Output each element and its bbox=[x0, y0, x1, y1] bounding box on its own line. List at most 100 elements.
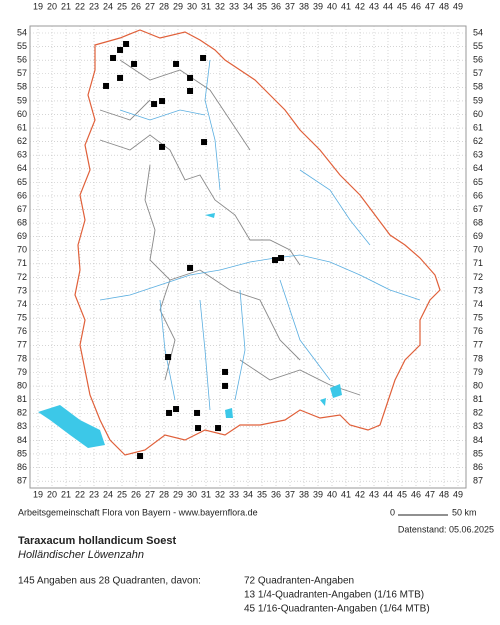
occurrence bbox=[110, 54, 117, 61]
x-label: 41 bbox=[341, 1, 351, 11]
y-label: 68 bbox=[473, 217, 483, 227]
y-label: 55 bbox=[473, 41, 483, 51]
x-label: 46 bbox=[411, 1, 421, 11]
y-label: 71 bbox=[473, 258, 483, 268]
y-label: 69 bbox=[473, 231, 483, 241]
y-label: 71 bbox=[17, 258, 27, 268]
occurrence bbox=[165, 354, 172, 361]
x-label: 21 bbox=[61, 489, 71, 499]
y-label: 65 bbox=[17, 177, 27, 187]
x-label: 25 bbox=[117, 1, 127, 11]
y-label: 82 bbox=[473, 408, 483, 418]
occurrence bbox=[166, 409, 173, 416]
y-label: 58 bbox=[473, 82, 483, 92]
x-label: 19 bbox=[33, 1, 43, 11]
x-label: 24 bbox=[103, 1, 113, 11]
x-label: 49 bbox=[453, 489, 463, 499]
x-label: 31 bbox=[201, 1, 211, 11]
occurrence bbox=[187, 264, 194, 271]
x-label: 36 bbox=[271, 1, 281, 11]
title: Taraxacum hollandicum Soest bbox=[18, 535, 176, 547]
y-label: 73 bbox=[17, 285, 27, 295]
y-label: 85 bbox=[473, 448, 483, 458]
y-label: 77 bbox=[17, 340, 27, 350]
y-label: 79 bbox=[473, 367, 483, 377]
y-label: 59 bbox=[17, 95, 27, 105]
x-label: 45 bbox=[397, 489, 407, 499]
y-label: 60 bbox=[473, 109, 483, 119]
occurrence bbox=[272, 257, 279, 264]
state-border bbox=[74, 29, 441, 456]
x-label: 47 bbox=[425, 1, 435, 11]
x-label: 39 bbox=[313, 1, 323, 11]
x-label: 23 bbox=[89, 489, 99, 499]
occurrence bbox=[117, 46, 124, 53]
date: Datenstand: 05.06.2025 bbox=[398, 524, 494, 534]
y-label: 86 bbox=[17, 462, 27, 472]
x-label: 46 bbox=[411, 489, 421, 499]
y-label: 64 bbox=[473, 163, 483, 173]
x-label: 21 bbox=[61, 1, 71, 11]
occurrence bbox=[151, 101, 158, 108]
occurrence bbox=[159, 143, 166, 150]
y-label: 81 bbox=[473, 394, 483, 404]
y-label: 75 bbox=[17, 313, 27, 323]
detail: 72 Quadranten-Angaben bbox=[244, 576, 354, 587]
x-label: 22 bbox=[75, 1, 85, 11]
y-label: 78 bbox=[17, 353, 27, 363]
x-label: 39 bbox=[313, 489, 323, 499]
occurrence bbox=[278, 255, 285, 262]
x-label: 34 bbox=[243, 1, 253, 11]
x-label: 20 bbox=[47, 1, 57, 11]
y-label: 79 bbox=[17, 367, 27, 377]
x-label: 19 bbox=[33, 489, 43, 499]
y-label: 57 bbox=[17, 68, 27, 78]
y-label: 66 bbox=[17, 190, 27, 200]
y-label: 58 bbox=[17, 82, 27, 92]
y-label: 62 bbox=[473, 136, 483, 146]
occurrence bbox=[173, 406, 180, 413]
y-label: 70 bbox=[17, 245, 27, 255]
y-label: 83 bbox=[17, 421, 27, 431]
y-label: 56 bbox=[473, 55, 483, 65]
scale-end: 50 km bbox=[452, 507, 477, 517]
y-label: 75 bbox=[473, 313, 483, 323]
x-label: 31 bbox=[201, 489, 211, 499]
x-label: 27 bbox=[145, 1, 155, 11]
occurrence bbox=[187, 87, 194, 94]
y-label: 66 bbox=[473, 190, 483, 200]
x-label: 32 bbox=[215, 489, 225, 499]
detail: 13 1/4-Quadranten-Angaben (1/16 MTB) bbox=[244, 590, 424, 601]
points bbox=[103, 40, 285, 460]
occurrence bbox=[194, 409, 201, 416]
occurrence bbox=[187, 74, 194, 81]
x-label: 29 bbox=[173, 1, 183, 11]
x-label: 44 bbox=[383, 489, 393, 499]
x-label: 45 bbox=[397, 1, 407, 11]
y-label: 67 bbox=[473, 204, 483, 214]
occurrence bbox=[215, 425, 222, 432]
y-label: 61 bbox=[17, 122, 27, 132]
occurrence bbox=[222, 382, 229, 389]
x-label: 23 bbox=[89, 1, 99, 11]
occurrence bbox=[173, 60, 180, 67]
x-label: 30 bbox=[187, 1, 197, 11]
x-label: 27 bbox=[145, 489, 155, 499]
y-label: 64 bbox=[17, 163, 27, 173]
x-label: 22 bbox=[75, 489, 85, 499]
x-label: 33 bbox=[229, 1, 239, 11]
y-label: 67 bbox=[17, 204, 27, 214]
x-label: 40 bbox=[327, 1, 337, 11]
y-label: 80 bbox=[473, 380, 483, 390]
x-label: 37 bbox=[285, 489, 295, 499]
y-label: 72 bbox=[473, 272, 483, 282]
occurrence bbox=[103, 82, 110, 89]
x-label: 43 bbox=[369, 489, 379, 499]
occurrence bbox=[117, 74, 124, 81]
x-label: 44 bbox=[383, 1, 393, 11]
x-label: 24 bbox=[103, 489, 113, 499]
x-label: 28 bbox=[159, 489, 169, 499]
y-label: 73 bbox=[473, 285, 483, 295]
occurrence bbox=[195, 425, 202, 432]
